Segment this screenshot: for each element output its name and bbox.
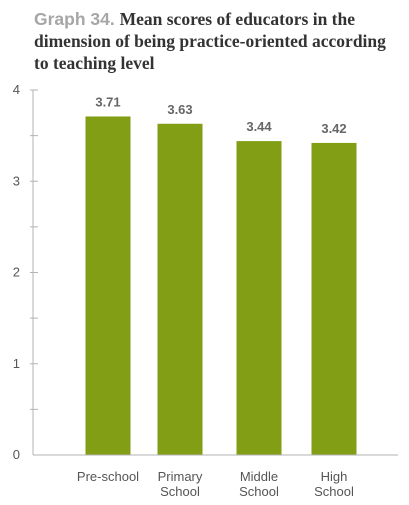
- y-tick-label: 3: [13, 173, 20, 188]
- chart-title: Graph 34. Mean scores of educators in th…: [34, 8, 404, 74]
- bar: [85, 116, 131, 456]
- data-label: 3.44: [246, 119, 272, 134]
- bar: [236, 141, 282, 455]
- category-label: Primary: [158, 469, 203, 484]
- data-label: 3.71: [95, 94, 120, 109]
- bar: [311, 142, 357, 456]
- category-label: School: [160, 484, 200, 499]
- y-axis: 0 1 2 3 4: [13, 82, 38, 462]
- y-tick-label: 0: [13, 447, 20, 462]
- chart-title-text: Mean scores of educators in the dimensio…: [34, 9, 386, 73]
- y-tick-label: 2: [13, 265, 20, 280]
- category-label: Pre-school: [77, 469, 139, 484]
- data-label: 3.42: [321, 121, 346, 136]
- y-tick-label: 1: [13, 356, 20, 371]
- bar: [157, 123, 203, 455]
- category-label: High: [321, 469, 348, 484]
- data-labels: 3.71 3.63 3.44 3.42: [95, 94, 346, 135]
- category-label: School: [314, 484, 354, 499]
- y-tick-label: 4: [13, 82, 20, 97]
- category-label: School: [239, 484, 279, 499]
- category-label: Middle: [240, 469, 278, 484]
- category-labels: Pre-school PrimarySchoolMiddleSchoolHighS…: [77, 469, 354, 499]
- data-label: 3.63: [167, 102, 192, 117]
- bars: [85, 116, 357, 456]
- graph-number: Graph 34.: [34, 9, 115, 29]
